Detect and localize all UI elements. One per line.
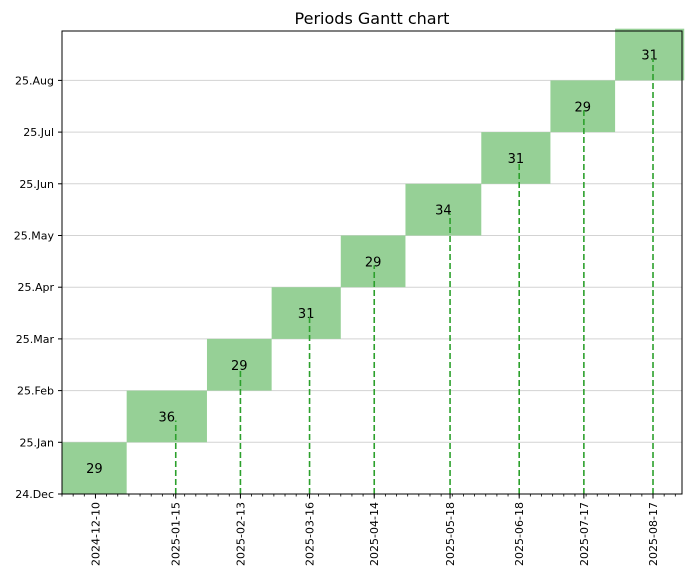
y-axis: 24.Dec 25.Jan 25.Feb 25.Mar 25.Apr 25.May 25.J… bbox=[14, 74, 62, 501]
gantt-bar bbox=[126, 390, 207, 443]
bar-duration-label: 31 bbox=[508, 152, 525, 167]
x-tick-label: 2025-08-17 bbox=[647, 502, 660, 566]
y-tick-label: 25.Jun bbox=[19, 178, 54, 191]
chart-title: Periods Gantt chart bbox=[295, 9, 450, 28]
bars: 29 36 29 31 29 34 31 29 31 bbox=[62, 28, 685, 494]
gantt-bar bbox=[550, 80, 616, 133]
bar-duration-label: 29 bbox=[86, 462, 103, 477]
y-tick-label: 25.Mar bbox=[16, 333, 55, 346]
y-tick-label: 25.May bbox=[14, 230, 55, 243]
bar-duration-label: 36 bbox=[159, 410, 176, 425]
bar-duration-label: 29 bbox=[231, 359, 248, 374]
x-tick-label: 2025-04-14 bbox=[368, 502, 381, 566]
gantt-bar bbox=[271, 287, 341, 339]
bar-duration-label: 29 bbox=[365, 255, 382, 270]
gantt-bar bbox=[405, 183, 482, 236]
y-tick-label: 25.Apr bbox=[17, 281, 54, 294]
x-tick-label: 2024-12-10 bbox=[89, 502, 102, 566]
x-tick-label: 2025-07-17 bbox=[578, 502, 591, 566]
gantt-bar bbox=[340, 235, 406, 288]
marker-lines bbox=[174, 58, 654, 494]
bar-duration-label: 31 bbox=[641, 49, 658, 64]
gantt-bar bbox=[481, 132, 551, 184]
gantt-bar bbox=[615, 28, 685, 81]
x-tick-label: 2025-06-18 bbox=[513, 502, 526, 566]
y-tick-label: 25.Aug bbox=[15, 74, 54, 87]
x-tick-label: 2025-01-15 bbox=[170, 502, 183, 566]
bar-duration-label: 31 bbox=[298, 307, 315, 322]
y-tick-label: 25.Jan bbox=[20, 436, 54, 449]
y-tick-label: 24.Dec bbox=[15, 488, 54, 501]
x-tick-label: 2025-03-16 bbox=[304, 502, 317, 566]
x-tick-label: 2025-05-18 bbox=[444, 502, 457, 566]
bar-duration-label: 34 bbox=[435, 204, 452, 219]
gantt-bar bbox=[206, 338, 272, 391]
y-tick-label: 25.Jul bbox=[23, 126, 54, 139]
gantt-bar bbox=[62, 442, 127, 494]
bar-duration-label: 29 bbox=[574, 100, 591, 115]
x-axis: 2024-12-10 2025-01-15 2025-02-13 2025-03-16… bbox=[61, 494, 676, 566]
x-tick-label: 2025-02-13 bbox=[234, 502, 247, 566]
y-tick-label: 25.Feb bbox=[17, 385, 54, 398]
plot-frame bbox=[61, 30, 683, 495]
